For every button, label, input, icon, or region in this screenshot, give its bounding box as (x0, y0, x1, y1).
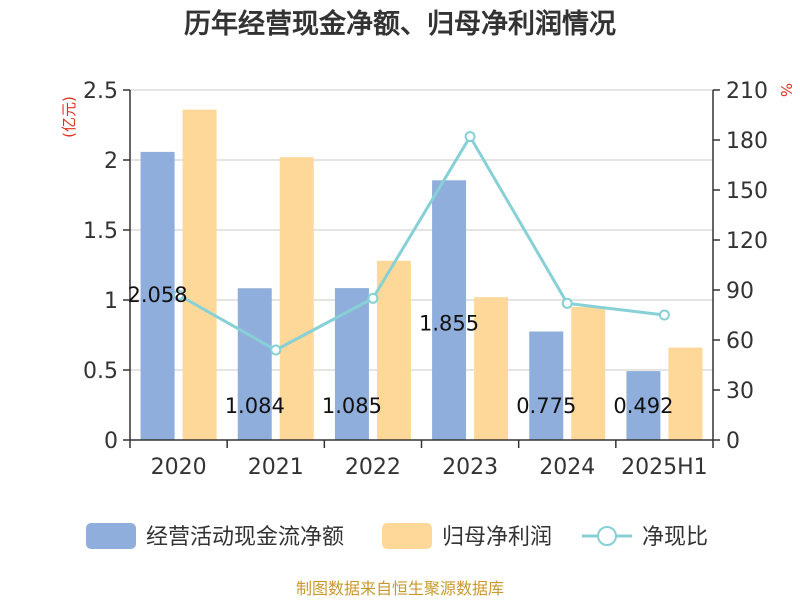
x-ticks: 2020 2021 2022 2023 2024 2025H1 (129, 440, 714, 480)
legend-label: 净现比 (642, 525, 708, 550)
right-tick-label: 60 (726, 329, 754, 354)
cashflow-data-label: 1.855 (419, 311, 479, 335)
right-tick-label: 210 (726, 79, 768, 104)
left-ticks: 0 0.5 1 1.5 2 2.5 (83, 79, 130, 454)
right-tick-label: 120 (726, 229, 768, 254)
left-tick-label: 0 (104, 429, 118, 454)
bars (140, 109, 703, 441)
legend-label: 归母净利润 (442, 525, 552, 550)
netprofit-bar (474, 297, 509, 440)
grid (130, 89, 713, 371)
left-tick-label: 1.5 (83, 219, 118, 244)
x-tick-label: 2024 (539, 455, 595, 480)
right-tick-label: 0 (726, 429, 740, 454)
data-labels: 2.058 1.084 1.085 1.855 0.775 0.492 (128, 283, 674, 418)
x-tick-label: 2025H1 (621, 455, 708, 480)
legend: 经营活动现金流净额 归母净利润 净现比 (86, 523, 708, 550)
legend-label: 经营活动现金流净额 (146, 525, 344, 550)
right-tick-label: 180 (726, 129, 768, 154)
chart-title: 历年经营现金净额、归母净利润情况 (184, 8, 616, 40)
ratio-line-path (177, 133, 665, 352)
right-tick-label: 90 (726, 279, 754, 304)
x-tick-label: 2022 (345, 455, 401, 480)
legend-swatch (86, 523, 136, 549)
left-axis-unit: (亿元) (60, 96, 78, 138)
netprofit-bar (571, 307, 606, 440)
ratio-point (173, 289, 185, 301)
cashflow-data-label: 1.085 (322, 394, 382, 418)
cashflow-bar (432, 180, 467, 441)
x-tick-label: 2020 (151, 455, 207, 480)
left-tick-label: 1 (104, 289, 118, 314)
cashflow-bar (140, 151, 175, 440)
cashflow-data-label: 2.058 (128, 283, 188, 307)
legend-swatch (382, 523, 432, 549)
left-tick-label: 2.5 (83, 79, 118, 104)
right-tick-label: 150 (726, 179, 768, 204)
ratio-point (658, 309, 670, 321)
right-tick-label: 30 (726, 379, 754, 404)
ratio-point (464, 131, 476, 143)
right-axis-unit: % (777, 83, 795, 97)
legend-swatch-marker (597, 526, 617, 546)
netprofit-bar (182, 109, 217, 440)
axes (129, 90, 714, 441)
netprofit-bar (668, 347, 703, 440)
x-tick-label: 2023 (442, 455, 498, 480)
cashflow-bar (237, 288, 272, 440)
ratio-line (173, 131, 670, 356)
netprofit-bar (279, 157, 314, 440)
x-tick-label: 2021 (248, 455, 304, 480)
ratio-point (561, 297, 573, 309)
cashflow-bar (626, 371, 661, 440)
cashflow-data-label: 1.084 (225, 394, 285, 418)
cashflow-bar (334, 288, 369, 440)
right-ticks: 0 30 60 90 120 150 180 210 (713, 79, 768, 454)
ratio-point (367, 292, 379, 304)
source-note: 制图数据来自恒生聚源数据库 (296, 579, 504, 598)
cashflow-data-label: 0.775 (516, 394, 576, 418)
left-tick-label: 2 (104, 149, 118, 174)
cashflow-bar (529, 331, 564, 440)
left-tick-label: 0.5 (83, 359, 118, 384)
ratio-point (270, 344, 282, 356)
netprofit-bar (376, 260, 411, 440)
cashflow-data-label: 0.492 (613, 394, 673, 418)
